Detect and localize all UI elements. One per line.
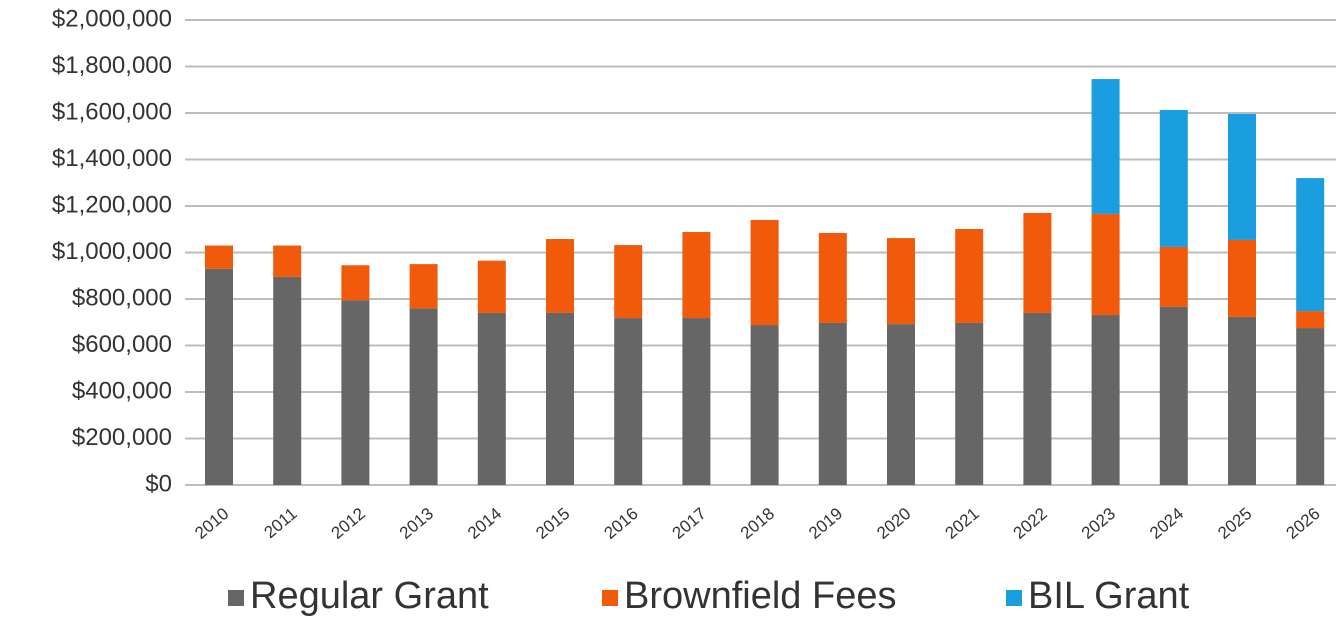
y-tick-label: $200,000 (72, 424, 172, 451)
y-tick-label: $1,000,000 (52, 238, 172, 265)
bar-segment (273, 276, 302, 485)
x-tick-label: 2023 (1078, 504, 1119, 543)
bar-segment (1296, 311, 1325, 329)
bar-segment (1091, 213, 1120, 316)
bar-segment (1023, 212, 1052, 313)
x-tick-label: 2019 (805, 504, 846, 543)
bar-segment (1228, 239, 1256, 317)
bar-segment (477, 260, 506, 313)
bar-segment (546, 239, 574, 313)
bar-segment (409, 264, 438, 309)
bar-segment (1159, 246, 1188, 307)
bar-segment (1296, 328, 1325, 485)
bar-segment (614, 245, 643, 319)
x-tick-label: 2022 (1010, 504, 1051, 543)
bar-segment (341, 300, 370, 485)
bar-segment (750, 325, 779, 485)
bar-segment (273, 245, 302, 277)
x-tick-label: 2018 (737, 504, 778, 543)
x-tick-label: 2010 (191, 504, 232, 543)
bar-segment (1023, 312, 1052, 485)
bar-segment (818, 232, 847, 323)
x-tick-label: 2011 (260, 504, 300, 542)
bar-segment (614, 318, 643, 485)
x-tick-label: 2016 (600, 504, 641, 543)
y-tick-label: $400,000 (72, 377, 172, 404)
bar-segment (1296, 178, 1325, 312)
bar-segment (1159, 306, 1188, 485)
x-tick-label: 2013 (396, 504, 437, 543)
x-tick-label: 2020 (873, 504, 914, 543)
y-tick-label: $600,000 (72, 331, 172, 358)
x-tick-label: 2014 (464, 504, 505, 543)
legend-swatch (1006, 590, 1022, 606)
bar-segment (1228, 113, 1256, 240)
bar-segment (682, 318, 711, 485)
y-tick-label: $800,000 (72, 284, 172, 311)
y-tick-label: $1,800,000 (52, 52, 172, 79)
x-tick-label: 2015 (532, 504, 573, 543)
bar-segment (205, 245, 233, 269)
bar-segment (955, 229, 984, 323)
legend-swatch (602, 590, 618, 606)
y-tick-label: $1,400,000 (52, 145, 172, 172)
y-tick-label: $1,600,000 (52, 98, 172, 125)
x-tick-label: 2025 (1214, 504, 1255, 543)
bar-segment (887, 324, 915, 485)
bar-segment (1159, 109, 1188, 247)
y-tick-label: $0 (145, 470, 172, 497)
bar-segment (341, 265, 370, 301)
bar-segment (682, 232, 711, 319)
x-tick-label: 2026 (1282, 504, 1323, 543)
legend-label: Regular Grant (250, 575, 489, 617)
bar-segment (205, 268, 233, 485)
legend-label: BIL Grant (1028, 575, 1190, 617)
bar-segment (750, 219, 779, 326)
y-tick-label: $2,000,000 (52, 5, 172, 32)
x-tick-label: 2021 (941, 504, 982, 543)
bar-segment (1091, 315, 1120, 485)
bar-segment (1091, 79, 1120, 214)
bar-segment (955, 322, 984, 485)
legend-swatch (228, 590, 244, 606)
bar-segment (818, 322, 847, 485)
bar-segment (546, 312, 574, 485)
bar-segment (477, 312, 506, 485)
x-tick-label: 2024 (1146, 504, 1187, 543)
bar-segment (409, 308, 438, 485)
legend-label: Brownfield Fees (624, 575, 896, 617)
x-tick-label: 2012 (328, 504, 369, 543)
bar-segment (1228, 316, 1256, 485)
y-tick-label: $1,200,000 (52, 191, 172, 218)
x-tick-label: 2017 (669, 504, 710, 543)
bar-segment (887, 238, 915, 325)
